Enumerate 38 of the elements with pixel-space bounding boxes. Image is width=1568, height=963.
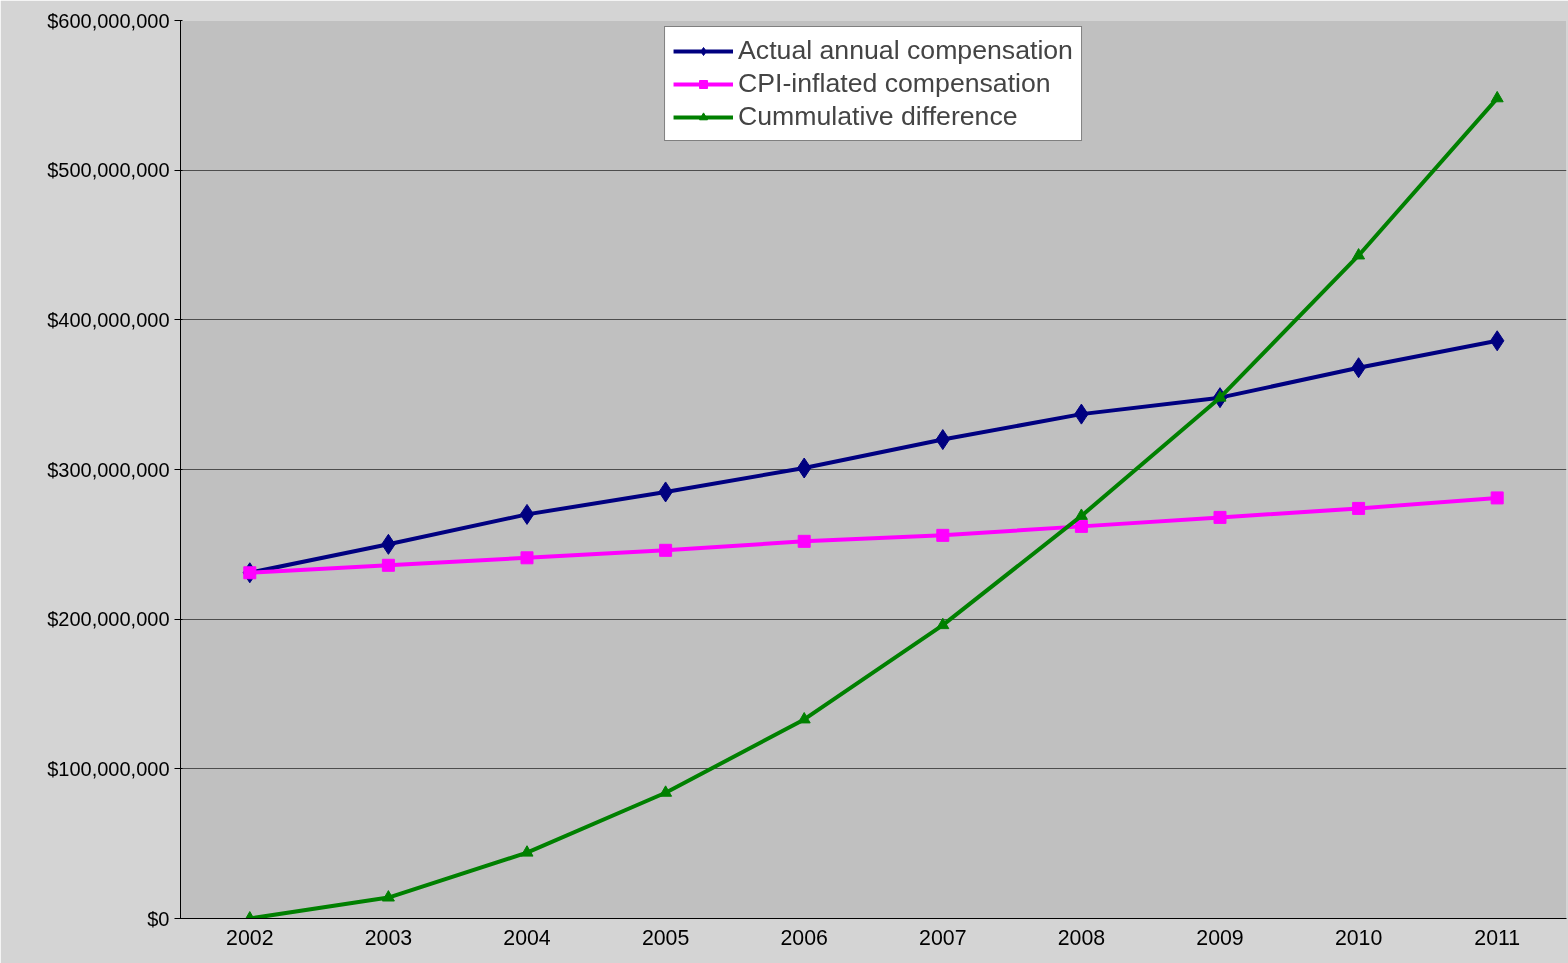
y-tick-label: $200,000,000 [47, 608, 170, 631]
y-tick-label: $400,000,000 [47, 308, 170, 331]
point [1074, 519, 1088, 533]
point [381, 890, 395, 902]
x-tick-label: 2007 [919, 925, 967, 950]
x-tick-label: 2009 [1196, 925, 1244, 950]
legend-label: Actual annual compensation [738, 35, 1073, 66]
point [1074, 508, 1088, 520]
legend-label: CPI-inflated compensation [738, 68, 1051, 99]
x-tick-label: 2003 [364, 925, 413, 950]
y-tick-label: $100,000,000 [47, 757, 170, 780]
point [519, 503, 535, 525]
point [797, 712, 811, 724]
point [1352, 501, 1366, 515]
x-tick-label: 2002 [226, 925, 274, 950]
point [243, 566, 257, 580]
point [520, 551, 534, 565]
point [1490, 491, 1504, 505]
y-tick-label: $600,000,000 [47, 9, 170, 32]
x-tick-label: 2008 [1057, 925, 1106, 950]
point [659, 785, 673, 797]
point [936, 528, 950, 542]
point [659, 543, 673, 557]
point [1213, 510, 1227, 524]
x-tick-label: 2010 [1334, 925, 1383, 950]
point [936, 617, 950, 630]
y-tick-label: $0 [147, 907, 170, 930]
point [381, 558, 395, 572]
y-tick-label: $300,000,000 [47, 458, 170, 481]
point [797, 534, 811, 548]
x-tick-label: 2006 [780, 925, 828, 950]
legend-label: Cummulative difference [738, 101, 1018, 132]
x-tick-label: 2011 [1474, 925, 1521, 950]
point [520, 845, 534, 857]
y-tick-label: $500,000,000 [47, 159, 170, 182]
x-tick-label: 2004 [503, 925, 551, 950]
point [1213, 390, 1227, 402]
x-tick-label: 2005 [641, 925, 690, 950]
